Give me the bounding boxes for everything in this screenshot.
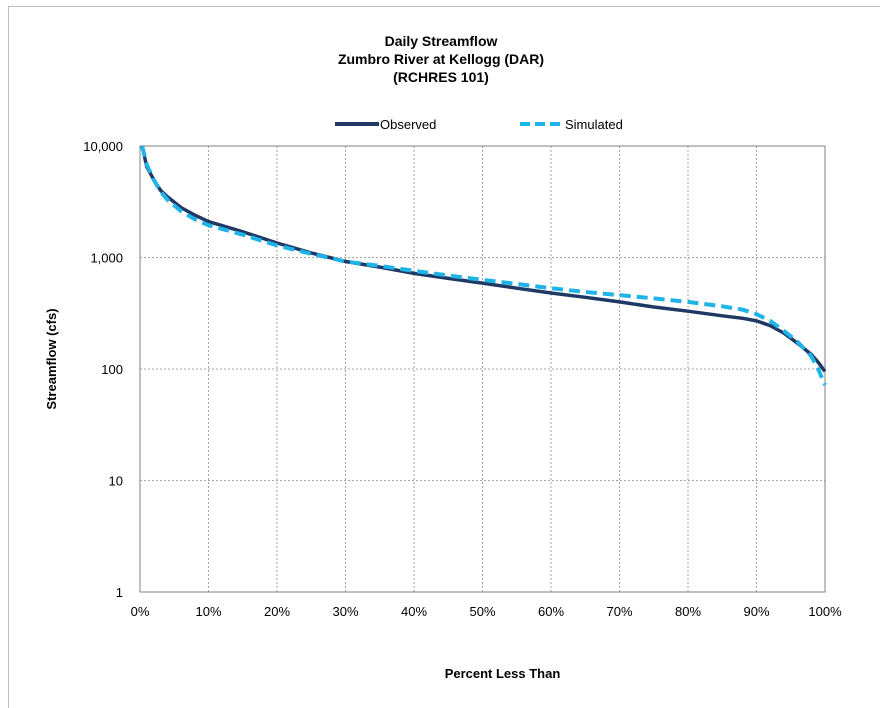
y-axis-label: Streamflow (cfs) — [44, 308, 59, 409]
y-tick-label: 1,000 — [90, 251, 123, 266]
x-tick-label: 70% — [606, 604, 632, 619]
x-tick-label: 60% — [538, 604, 564, 619]
chart-frame — [8, 6, 880, 708]
y-tick-label: 1 — [116, 585, 123, 600]
x-tick-label: 40% — [401, 604, 427, 619]
chart-title: Daily Streamflow Zumbro River at Kellogg … — [338, 33, 544, 85]
y-axis-ticks: 1 10 100 1,000 10,000 — [83, 139, 123, 600]
legend-label-observed: Observed — [380, 117, 436, 132]
x-tick-label: 90% — [743, 604, 769, 619]
legend-label-simulated: Simulated — [565, 117, 623, 132]
x-tick-label: 30% — [332, 604, 358, 619]
x-tick-label: 0% — [131, 604, 150, 619]
series — [140, 145, 827, 386]
x-tick-label: 50% — [469, 604, 495, 619]
x-tick-label: 20% — [264, 604, 290, 619]
x-tick-label: 100% — [808, 604, 842, 619]
x-tick-label: 80% — [675, 604, 701, 619]
series-line-simulated — [140, 145, 827, 386]
series-line-observed — [140, 145, 827, 373]
y-tick-label: 10 — [109, 474, 123, 489]
grid — [140, 146, 825, 592]
y-tick-label: 10,000 — [83, 139, 123, 154]
x-tick-label: 10% — [195, 604, 221, 619]
title-line-2: Zumbro River at Kellogg (DAR) — [338, 51, 544, 67]
x-axis-ticks: 0% 10% 20% 30% 40% 50% 60% 70% 80% 90% 100% — [131, 604, 842, 619]
plot-area — [139, 145, 826, 593]
y-tick-label: 100 — [101, 362, 123, 377]
x-axis-label: Percent Less Than — [445, 666, 561, 681]
title-line-1: Daily Streamflow — [385, 33, 498, 49]
legend: Observed Simulated — [335, 117, 623, 132]
title-line-3: (RCHRES 101) — [393, 69, 489, 85]
